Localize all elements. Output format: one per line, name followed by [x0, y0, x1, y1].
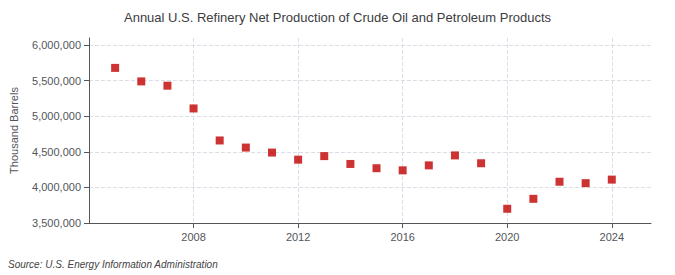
svg-text:2016: 2016 [390, 231, 414, 243]
svg-text:2024: 2024 [600, 231, 624, 243]
svg-text:2008: 2008 [181, 231, 205, 243]
svg-text:5,500,000: 5,500,000 [32, 75, 81, 87]
svg-text:Source: U.S. Energy Informatio: Source: U.S. Energy Information Administ… [8, 259, 218, 270]
svg-text:2012: 2012 [286, 231, 310, 243]
svg-text:Thousand Barrels: Thousand Barrels [8, 87, 20, 174]
svg-text:6,000,000: 6,000,000 [32, 39, 81, 51]
svg-text:3,500,000: 3,500,000 [32, 217, 81, 229]
svg-text:5,000,000: 5,000,000 [32, 110, 81, 122]
svg-text:4,000,000: 4,000,000 [32, 181, 81, 193]
svg-text:2020: 2020 [495, 231, 519, 243]
svg-text:Annual U.S. Refinery Net Produ: Annual U.S. Refinery Net Production of C… [124, 10, 552, 25]
svg-text:4,500,000: 4,500,000 [32, 146, 81, 158]
